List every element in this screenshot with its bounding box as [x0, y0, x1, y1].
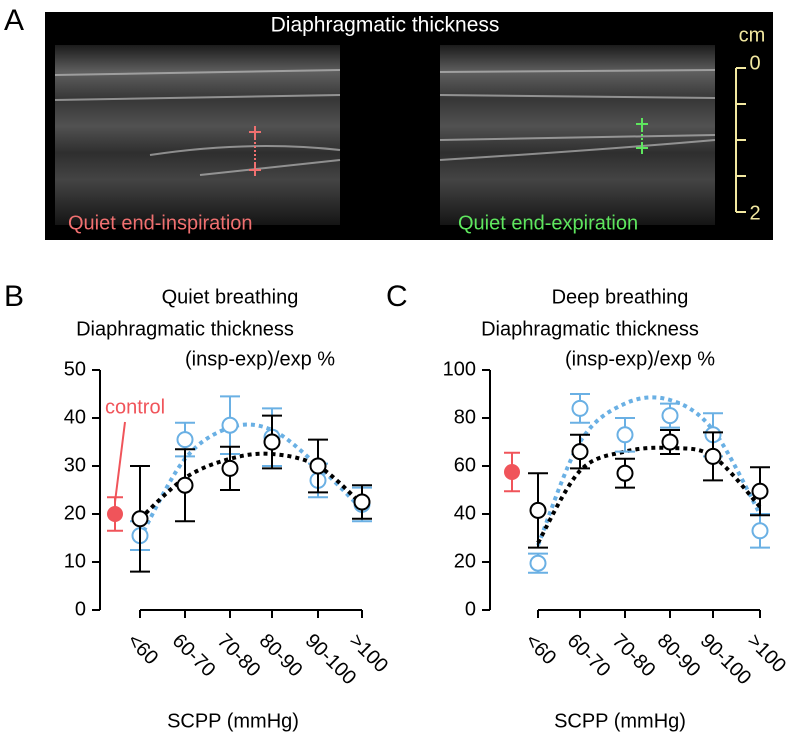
data-point [221, 459, 239, 477]
data-point [704, 447, 722, 465]
y-tick-label: 60 [454, 454, 476, 476]
marker-expiration [636, 118, 648, 154]
data-point [263, 433, 281, 451]
control-label: control [105, 396, 165, 418]
chart-title: Quiet breathing [162, 286, 299, 308]
panel-label: B [4, 280, 24, 313]
y-tick-label: 40 [454, 502, 476, 524]
caption-left: Quiet end-inspiration [68, 212, 253, 234]
data-point [529, 554, 547, 572]
y-axis-label: (insp-exp)/exp % [185, 348, 335, 370]
data-point [616, 464, 634, 482]
data-point [529, 501, 547, 519]
image-title: Diaphragmatic thickness [271, 14, 500, 37]
caption-right: Quiet end-expiration [458, 212, 638, 234]
data-point [751, 482, 769, 500]
marker-inspiration [249, 126, 261, 176]
y-tick-label: 30 [64, 454, 86, 476]
y-axis-label: (insp-exp)/exp % [565, 348, 715, 370]
scale-label: 0 [749, 52, 760, 74]
y-tick-label: 10 [64, 550, 86, 572]
y-axis-label: Diaphragmatic thickness [481, 318, 699, 340]
y-tick-label: 20 [64, 502, 86, 524]
data-point [751, 522, 769, 540]
x-tick-label: 70-80 [608, 630, 660, 682]
panel-label: C [386, 280, 408, 313]
data-point [571, 443, 589, 461]
data-point [176, 431, 194, 449]
data-point [661, 407, 679, 425]
fit-curve [138, 451, 364, 521]
y-tick-label: 0 [465, 598, 476, 620]
scale-unit: cm [739, 24, 766, 46]
x-tick-label: 60-70 [563, 630, 615, 682]
data-point [221, 416, 239, 434]
control-pointer [114, 421, 126, 503]
data-point [616, 426, 634, 444]
chart-title: Deep breathing [552, 286, 689, 308]
x-axis-label: SCPP (mmHg) [554, 710, 686, 732]
x-tick-label: 70-80 [213, 630, 265, 682]
x-tick-label: <60 [123, 630, 163, 670]
fit-curve [536, 445, 762, 544]
data-point [661, 433, 679, 451]
data-point [353, 493, 371, 511]
x-tick-label: 90-100 [696, 630, 756, 690]
y-tick-label: 100 [443, 358, 476, 380]
data-point [309, 457, 327, 475]
y-tick-label: 0 [75, 598, 86, 620]
data-point [571, 399, 589, 417]
control-point [504, 464, 520, 480]
fit-curve [536, 395, 762, 546]
x-tick-label: <60 [521, 630, 561, 670]
data-point [176, 476, 194, 494]
panel-label: A [4, 4, 24, 37]
scale-bar [735, 67, 746, 213]
y-tick-label: 40 [64, 406, 86, 428]
x-tick-label: 80-90 [653, 630, 705, 682]
tissue-lines [54, 69, 716, 176]
y-tick-label: 20 [454, 550, 476, 572]
data-point [131, 510, 149, 528]
scale-label: 2 [749, 202, 760, 224]
x-axis-label: SCPP (mmHg) [167, 710, 299, 732]
x-tick-label: 80-90 [255, 630, 307, 682]
y-axis-label: Diaphragmatic thickness [76, 318, 294, 340]
fit-curve [138, 422, 364, 539]
x-tick-label: 60-70 [168, 630, 220, 682]
y-tick-label: 80 [454, 406, 476, 428]
y-tick-label: 50 [64, 358, 86, 380]
control-point [107, 506, 123, 522]
